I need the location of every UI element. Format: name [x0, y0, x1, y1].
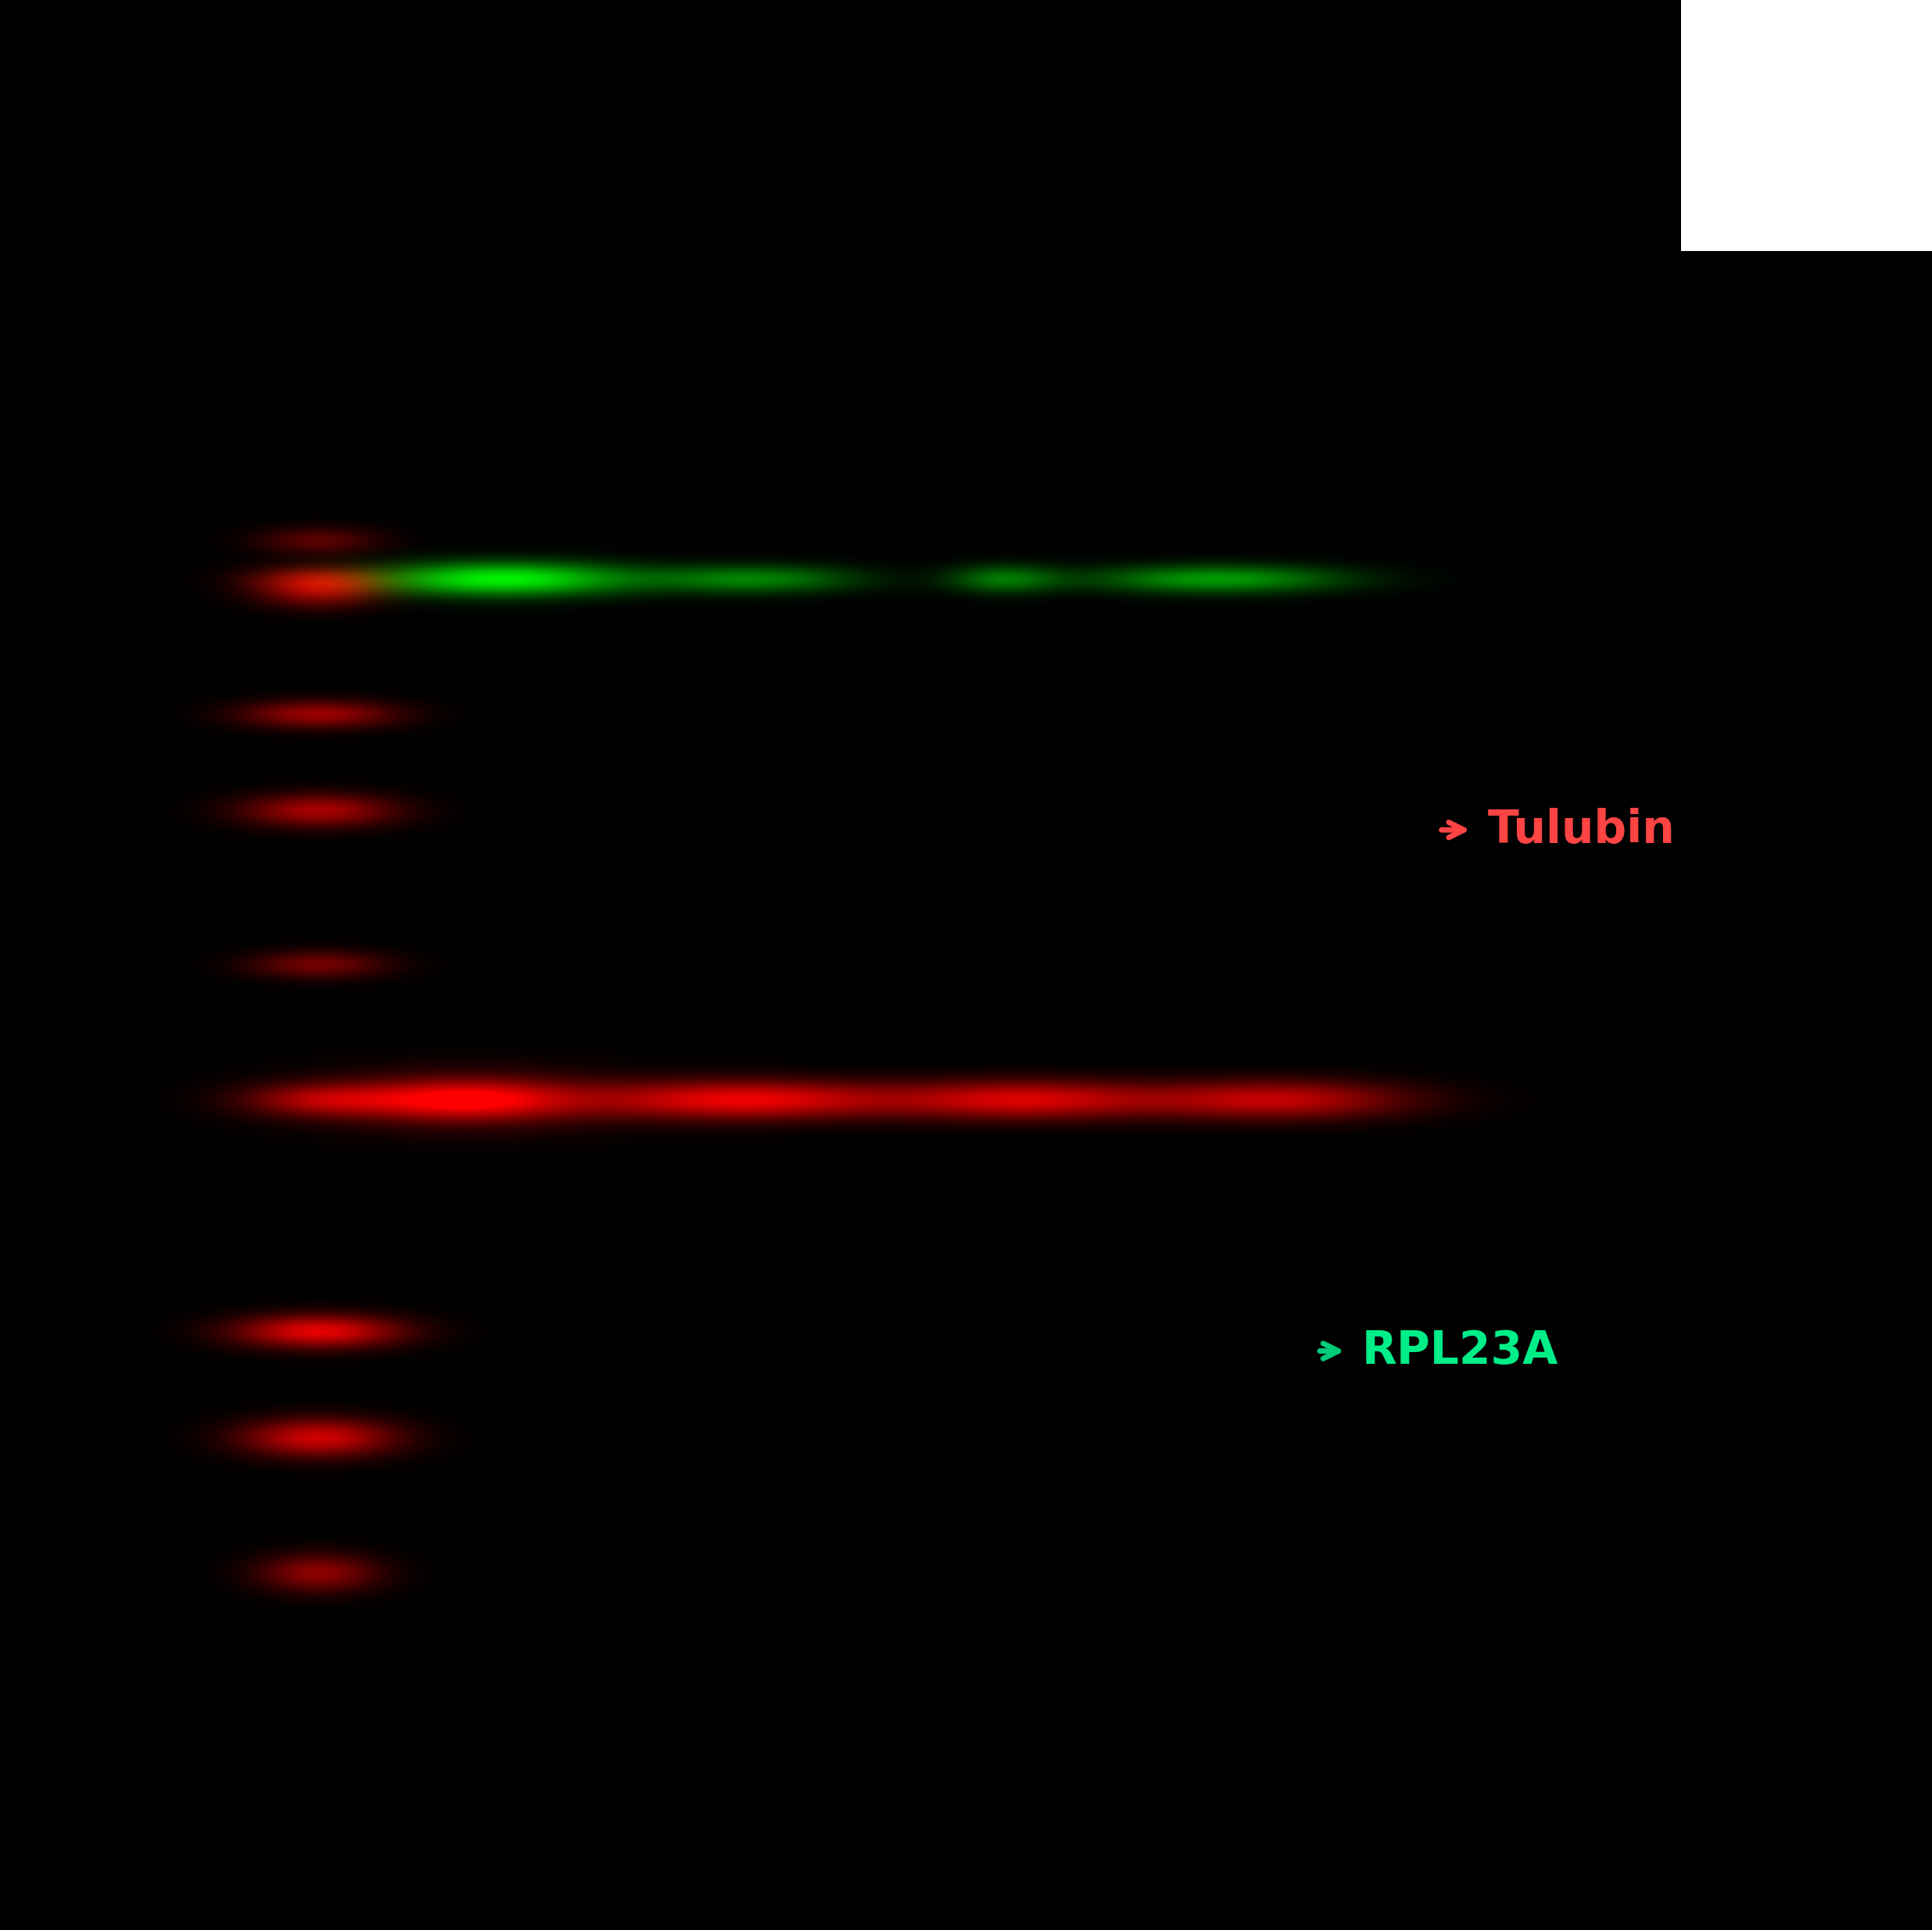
Text: Tulubin: Tulubin: [1488, 807, 1675, 853]
Text: RPL23A: RPL23A: [1362, 1328, 1559, 1374]
Bar: [1681, 0, 1932, 251]
